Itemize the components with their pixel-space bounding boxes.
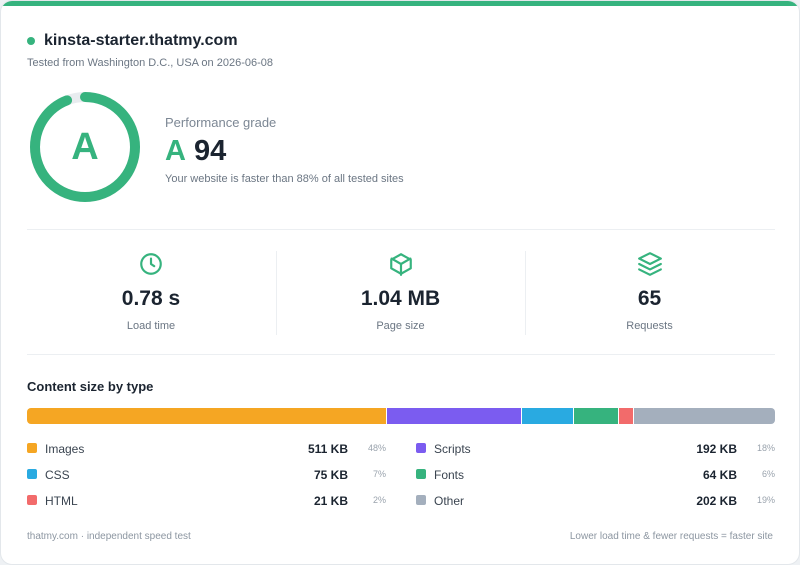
load-time-label: Load time (126, 320, 176, 332)
site-header: kinsta-starter.thatmy.com (27, 32, 238, 50)
legend-left-column: Images 511 KB 48% CSS 75 KB 7% HTML 21 K… (27, 439, 386, 517)
scripts-swatch (416, 443, 426, 453)
footer-credit: thatmy.com · independent speed test (27, 531, 191, 542)
legend-percent: 7% (372, 469, 386, 479)
legend-name: HTML (45, 494, 78, 508)
load-time-value: 0.78 s (121, 287, 181, 310)
html-swatch (27, 495, 37, 505)
legend-name: Images (45, 442, 85, 456)
requests-label: Requests (626, 320, 673, 332)
legend-size: 75 KB (313, 468, 348, 482)
performance-grade-label: Performance grade (165, 115, 277, 130)
images-swatch (27, 443, 37, 453)
layers-icon (637, 252, 662, 276)
legend-item-css: CSS 75 KB 7% (27, 465, 386, 491)
gauge-ring-icon (30, 92, 140, 202)
page-size-value: 1.04 MB (360, 287, 441, 310)
gauge-grade-letter: A (71, 125, 99, 168)
page-size-label: Page size (376, 320, 425, 332)
stat-load-time: 0.78 s Load time (27, 251, 275, 335)
bar-segment-fonts (573, 408, 618, 424)
footer-note: Lower load time & fewer requests = faste… (569, 531, 773, 542)
status-dot (27, 37, 35, 45)
legend-name: CSS (45, 468, 70, 482)
legend-size: 192 KB (696, 442, 737, 456)
legend-size: 202 KB (696, 494, 737, 508)
grade-letter: A (165, 135, 186, 167)
performance-gauge: A (29, 91, 141, 203)
legend-name: Other (434, 494, 465, 508)
clock-icon (140, 253, 162, 275)
grade-score: A 94 (165, 135, 226, 168)
faster-than-text: Your website is faster than 88% of all t… (165, 173, 404, 185)
box-icon (389, 253, 412, 276)
css-swatch (27, 469, 37, 479)
bar-segment-other (632, 408, 775, 424)
bar-segment-html (617, 408, 633, 424)
accent-bar (1, 1, 799, 6)
legend-size: 511 KB (307, 442, 348, 456)
legend-percent: 2% (372, 495, 386, 505)
divider (27, 354, 775, 355)
bar-segment-css (520, 408, 574, 424)
legend-item-scripts: Scripts 192 KB 18% (416, 439, 775, 465)
bar-segment-scripts (386, 408, 521, 424)
score-value: 94 (193, 135, 227, 167)
legend-name: Fonts (434, 468, 465, 482)
legend-name: Scripts (434, 442, 471, 456)
requests-value: 65 (637, 287, 662, 310)
legend-percent: 48% (367, 443, 386, 453)
legend-size: 21 KB (313, 494, 348, 508)
legend-item-other: Other 202 KB 19% (416, 491, 775, 517)
bar-segment-images (27, 408, 387, 424)
content-size-bar (27, 408, 775, 424)
legend-item-images: Images 511 KB 48% (27, 439, 386, 465)
stat-page-size: 1.04 MB Page size (276, 251, 524, 335)
legend-percent: 18% (756, 443, 775, 453)
legend-size: 64 KB (702, 468, 737, 482)
fonts-swatch (416, 469, 426, 479)
legend-percent: 19% (756, 495, 775, 505)
tested-from-text: Tested from Washington D.C., USA on 2026… (27, 57, 273, 69)
legend-percent: 6% (761, 469, 775, 479)
legend-item-html: HTML 21 KB 2% (27, 491, 386, 517)
divider (27, 229, 775, 230)
site-title: kinsta-starter.thatmy.com (44, 32, 238, 49)
legend-item-fonts: Fonts 64 KB 6% (416, 465, 775, 491)
content-size-title: Content size by type (27, 379, 154, 394)
other-swatch (416, 495, 426, 505)
stat-requests: 65 Requests (525, 251, 773, 335)
legend-right-column: Scripts 192 KB 18% Fonts 64 KB 6% Other … (416, 439, 775, 517)
